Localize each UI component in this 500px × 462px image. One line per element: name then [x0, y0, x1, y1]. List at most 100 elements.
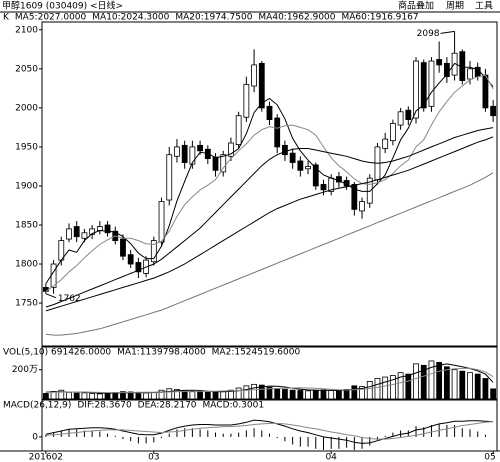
candle-body: [289, 152, 296, 163]
candle-body: [382, 138, 389, 149]
menu-item[interactable]: 周期: [446, 1, 464, 12]
candle-body: [366, 177, 373, 204]
legend-entry: MA20:1974.7500: [175, 13, 252, 23]
candle-body: [312, 164, 319, 187]
y-tick-label: 1850: [15, 220, 38, 230]
volume-bar: [81, 392, 88, 400]
candle-body: [135, 262, 142, 273]
volume-bar: [66, 392, 72, 400]
candle-body: [297, 160, 304, 171]
y-tick-label: 1800: [15, 260, 38, 270]
panel-title: VOL(5,10) 691426.0000: [3, 348, 111, 358]
volume-bar: [336, 389, 342, 400]
volume-bar: [405, 373, 412, 400]
y-tick-label: 2100: [15, 25, 38, 35]
candle-body: [181, 144, 188, 163]
candle-body: [235, 115, 242, 145]
volume-bar: [166, 388, 173, 400]
annotation-leader: [45, 293, 57, 299]
volume-bar: [58, 389, 65, 400]
volume-bar: [189, 391, 196, 400]
volume-bar: [158, 389, 165, 400]
menu-item[interactable]: 工具: [475, 1, 493, 12]
volume-bar: [389, 375, 396, 400]
volume-bar: [428, 360, 435, 400]
legend-entry: DIF:28.3670: [77, 401, 132, 411]
candle-body: [266, 105, 273, 120]
legend-entry: MA5:2027.0000: [15, 13, 87, 23]
volume-bar: [374, 378, 381, 400]
candle-body: [212, 156, 219, 171]
volume-bar: [197, 391, 203, 400]
ma-line: [45, 419, 494, 444]
candle-body: [282, 144, 288, 156]
volume-bar: [143, 392, 150, 400]
candle-body: [397, 111, 404, 126]
candle-body: [436, 59, 443, 66]
volume-bar: [397, 372, 404, 400]
candle-body: [204, 148, 211, 160]
legend-entry: MA40:1962.9000: [258, 13, 335, 23]
volume-bar: [490, 388, 497, 400]
candle-body: [120, 238, 126, 257]
panel-title: MACD(26,12,9): [3, 401, 71, 411]
legend-entry: MA60:1916.9167: [342, 13, 419, 23]
y-tick-label: 1750: [15, 299, 38, 309]
volume-bar: [320, 389, 327, 400]
candle-body: [351, 183, 358, 210]
volume-bar: [243, 385, 250, 400]
legend-entry: MA2:1524519.6000: [212, 348, 301, 358]
volume-bar: [228, 389, 234, 400]
candle-body: [405, 109, 412, 120]
candle-body: [274, 117, 281, 148]
volume-bar: [413, 363, 419, 400]
volume-bar: [328, 390, 335, 400]
candle-body: [305, 166, 311, 170]
annotation: 2098: [417, 29, 440, 39]
volume-bar: [274, 388, 281, 400]
volume-bar: [351, 385, 358, 400]
panel-title: K: [3, 13, 10, 23]
x-tick-label: 201602: [29, 453, 63, 462]
price-frame: [41, 21, 498, 347]
x-tick-label: 03: [148, 453, 159, 462]
volume-bar: [451, 369, 458, 400]
y-tick-label: 1950: [15, 142, 38, 152]
volume-bar: [420, 364, 427, 400]
candle-body: [197, 144, 203, 152]
volume-bar: [212, 390, 219, 400]
candle-body: [220, 154, 227, 173]
candle-body: [243, 84, 250, 118]
volume-bar: [289, 389, 296, 400]
candle-body: [104, 224, 111, 234]
candle-body: [428, 60, 435, 107]
y-tick-label: 200万: [12, 365, 38, 375]
volume-bar: [204, 391, 211, 400]
candle-body: [389, 123, 396, 142]
volume-bar: [443, 366, 450, 400]
volume-bar: [343, 389, 350, 400]
volume-bar: [89, 393, 96, 400]
volume-bar: [474, 373, 481, 400]
legend-entry: MA10:2024.3000: [92, 13, 169, 23]
volume-bar: [127, 391, 134, 400]
candle-body: [189, 146, 196, 165]
volume-bar: [359, 386, 365, 400]
volume-bar: [235, 387, 242, 400]
menu-item[interactable]: 商品叠加: [398, 0, 434, 12]
candle-body: [258, 62, 265, 109]
candle-body: [150, 240, 157, 263]
volume-bar: [467, 372, 473, 400]
header-title: 甲醇1609 (030409) <日线>: [2, 0, 123, 12]
ma-line: [45, 367, 494, 394]
annotation: 1762: [58, 294, 81, 304]
candle-body: [228, 142, 234, 157]
candle-body: [89, 228, 96, 235]
candle-body: [166, 154, 173, 201]
candle-body: [158, 201, 165, 243]
volume-bar: [96, 393, 103, 400]
volume-bar: [104, 392, 111, 400]
candle-body: [174, 146, 180, 157]
volume-bar: [120, 391, 126, 400]
